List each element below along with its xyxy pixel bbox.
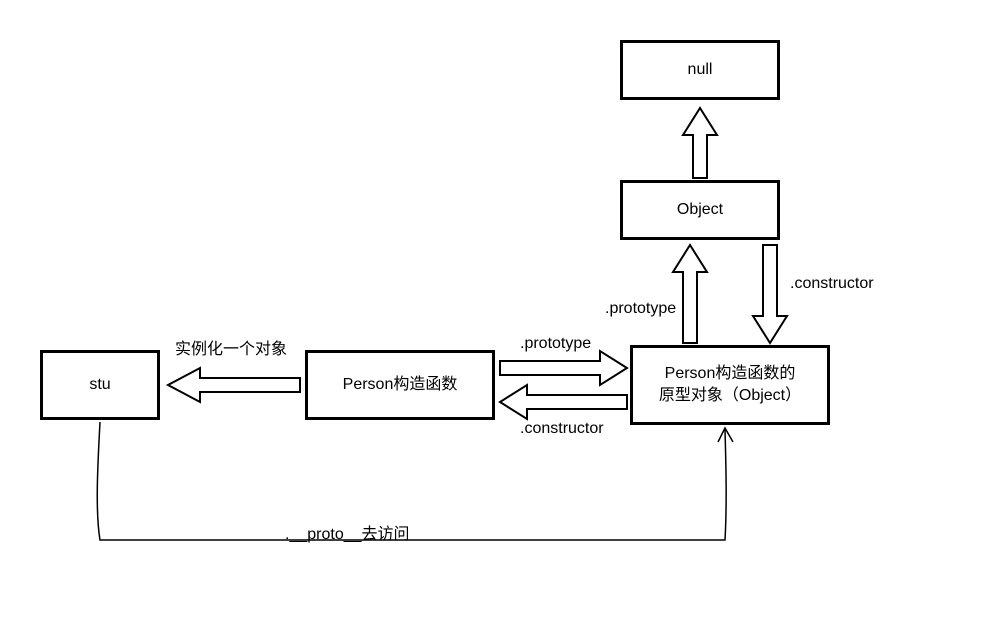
node-proto-label: Person构造函数的 原型对象（Object） (659, 363, 801, 408)
node-object: Object (620, 180, 780, 240)
node-null: null (620, 40, 780, 100)
node-stu: stu (40, 350, 160, 420)
arrow-stu-proto-head (718, 428, 733, 442)
node-person-label: Person构造函数 (343, 374, 458, 396)
arrow-stu-proto-line (97, 422, 726, 540)
arrow-obj-to-null (683, 108, 717, 178)
node-object-label: Object (677, 199, 723, 221)
label-constructor-up: .constructor (790, 275, 874, 293)
label-instantiate: 实例化一个对象 (175, 335, 287, 359)
node-person: Person构造函数 (305, 350, 495, 420)
diagram-arrows (0, 0, 988, 638)
label-prototype-h: .prototype (520, 335, 591, 353)
node-stu-label: stu (89, 374, 110, 396)
arrow-obj-to-proto (753, 245, 787, 343)
node-null-label: null (688, 59, 713, 81)
label-proto-access: .__proto__去访问 (285, 520, 410, 544)
arrow-proto-to-obj (673, 245, 707, 343)
label-constructor-h: .constructor (520, 420, 604, 438)
arrow-person-to-proto (500, 351, 627, 385)
node-proto: Person构造函数的 原型对象（Object） (630, 345, 830, 425)
arrow-proto-to-person (500, 385, 627, 419)
arrow-person-to-stu (168, 368, 300, 402)
label-prototype-up: .prototype (605, 300, 676, 318)
